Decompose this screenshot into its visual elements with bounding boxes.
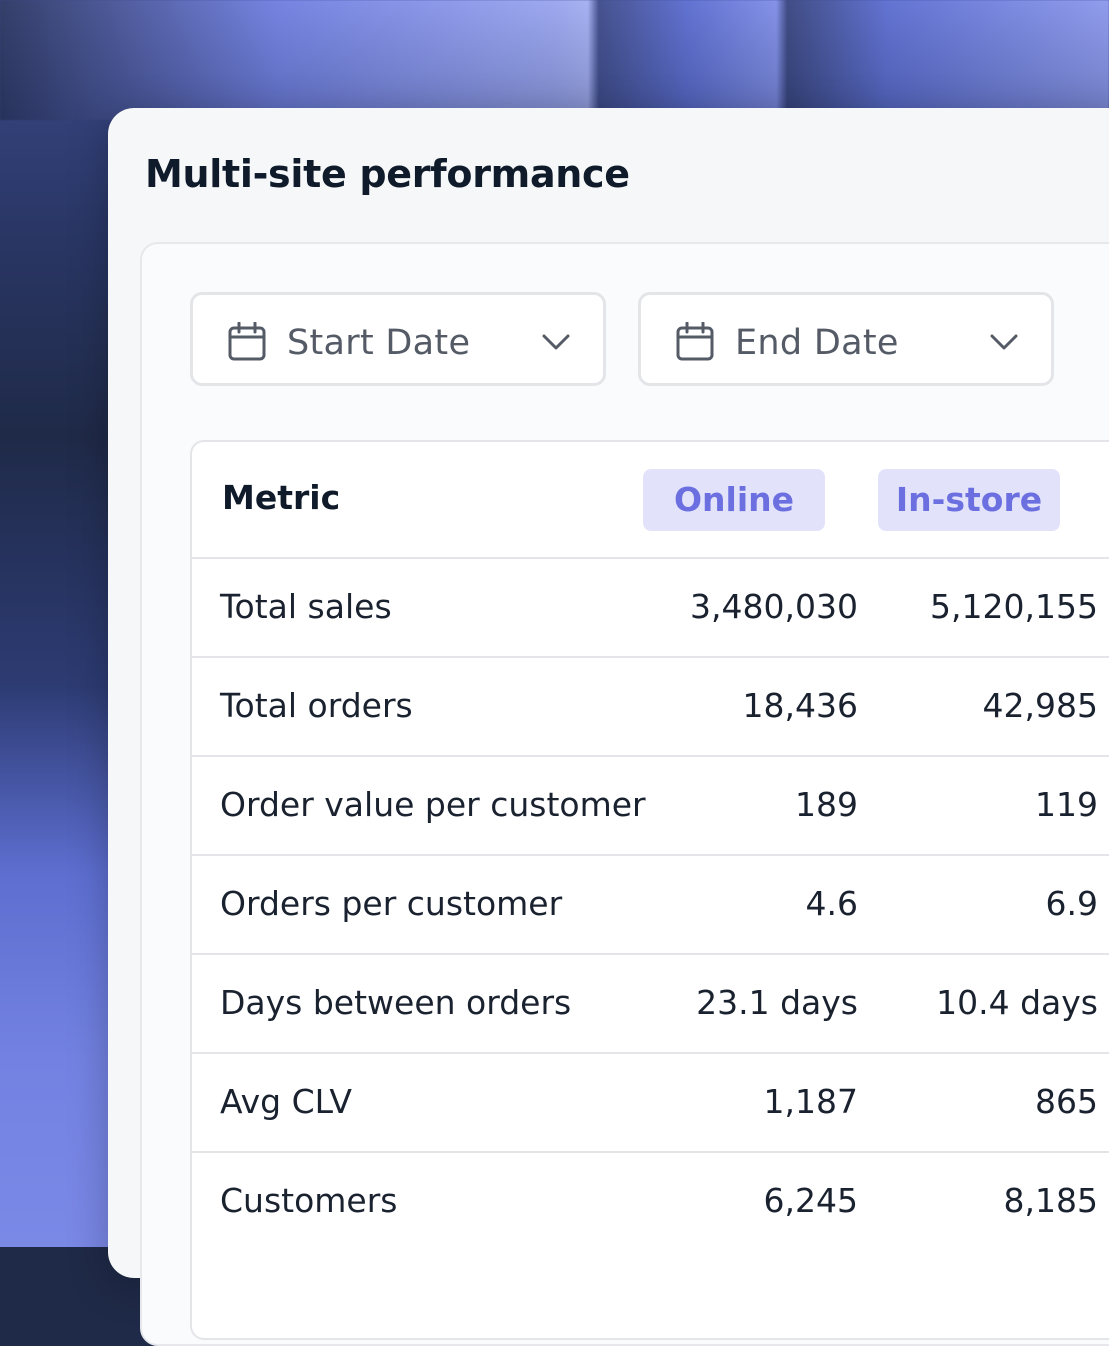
online-value: 3,480,030 — [690, 587, 858, 626]
instore-value: 865 — [1035, 1082, 1098, 1121]
start-date-dropdown[interactable]: Start Date — [190, 292, 606, 386]
metric-name: Days between orders — [220, 983, 572, 1022]
card-title: Multi-site performance — [145, 152, 630, 196]
metric-name: Orders per customer — [220, 884, 563, 923]
table-row: Order value per customer 189 119 — [192, 757, 1109, 856]
instore-value: 5,120,155 — [930, 587, 1098, 626]
metric-name: Order value per customer — [220, 785, 646, 824]
online-value: 23.1 days — [696, 983, 858, 1022]
metric-name: Avg CLV — [220, 1082, 352, 1121]
column-header-metric: Metric — [222, 478, 341, 517]
table-header: Metric Online In-store — [192, 442, 1109, 559]
instore-value: 8,185 — [1003, 1181, 1098, 1220]
end-date-label: End Date — [735, 323, 899, 363]
instore-value: 42,985 — [982, 686, 1098, 725]
column-header-instore[interactable]: In-store — [878, 469, 1060, 531]
table-row: Avg CLV 1,187 865 — [192, 1054, 1109, 1153]
online-value: 1,187 — [763, 1082, 858, 1121]
start-date-label: Start Date — [287, 323, 471, 363]
chevron-down-icon — [990, 334, 1018, 350]
metric-name: Total sales — [220, 587, 392, 626]
table-row: Orders per customer 4.6 6.9 — [192, 856, 1109, 955]
calendar-icon — [228, 322, 266, 361]
online-value: 18,436 — [742, 686, 858, 725]
calendar-icon — [676, 322, 714, 361]
column-header-online[interactable]: Online — [643, 469, 825, 531]
performance-card: Multi-site performance Start Date End Da… — [108, 108, 1109, 1346]
chevron-down-icon — [542, 334, 570, 350]
background-top-band — [0, 0, 1109, 120]
metric-name: Total orders — [220, 686, 413, 725]
table-row: Customers 6,245 8,185 — [192, 1153, 1109, 1250]
online-value: 189 — [795, 785, 858, 824]
instore-value: 119 — [1035, 785, 1098, 824]
table-row: Total sales 3,480,030 5,120,155 — [192, 559, 1109, 658]
instore-value: 6.9 — [1045, 884, 1098, 923]
metric-name: Customers — [220, 1181, 398, 1220]
online-value: 4.6 — [805, 884, 858, 923]
metrics-table: Metric Online In-store Total sales 3,480… — [190, 440, 1109, 1340]
table-row: Total orders 18,436 42,985 — [192, 658, 1109, 757]
card-content-panel: Start Date End Date Metric Online In-sto… — [140, 242, 1109, 1346]
instore-value: 10.4 days — [936, 983, 1098, 1022]
online-value: 6,245 — [763, 1181, 858, 1220]
end-date-dropdown[interactable]: End Date — [638, 292, 1054, 386]
table-row: Days between orders 23.1 days 10.4 days — [192, 955, 1109, 1054]
